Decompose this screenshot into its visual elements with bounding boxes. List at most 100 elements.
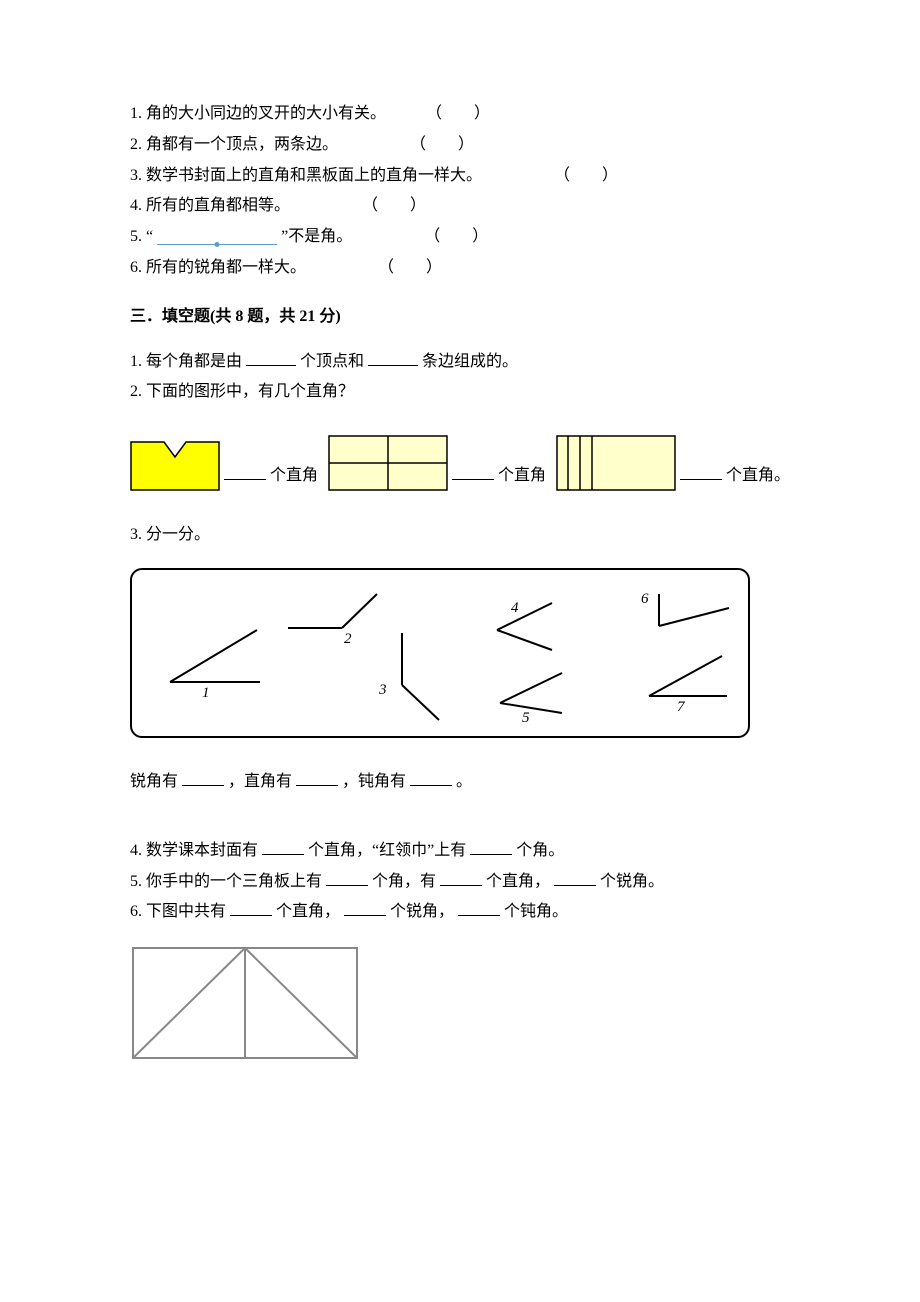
paren-blank[interactable]: （ ） [424, 223, 488, 252]
q-text: 个角，有 [372, 873, 436, 890]
paren-blank[interactable]: （ ） [554, 162, 618, 191]
shape-striped-rect-icon [556, 435, 676, 491]
angle-num: 7 [677, 694, 685, 721]
angle-1-icon: 1 [162, 620, 272, 690]
q-text: 锐角有 [130, 773, 178, 790]
q-text: 个直角，“红领巾”上有 [308, 842, 466, 859]
fib-q1: 1. 每个角都是由 个顶点和 条边组成的。 [130, 348, 790, 377]
q-num: 6. [130, 903, 142, 920]
angle-num: 1 [202, 680, 210, 707]
shape-3-block: 个直角。 [556, 435, 790, 491]
q-num: 1. [130, 353, 142, 370]
fill-blank[interactable] [344, 900, 386, 916]
fill-blank[interactable] [326, 870, 368, 886]
tf-q6: 6. 所有的锐角都一样大。 （ ） [130, 254, 790, 283]
fill-blank[interactable] [452, 464, 494, 480]
paren-blank[interactable]: （ ） [426, 100, 490, 129]
fill-blank[interactable] [224, 464, 266, 480]
q-text: 每个角都是由 [146, 353, 242, 370]
angle-collection-figure: 1 2 3 4 5 6 7 [130, 568, 750, 738]
fill-blank[interactable] [262, 839, 304, 855]
shapes-row: 个直角 个直角 个直角。 [130, 435, 790, 491]
angle-7-icon: 7 [637, 648, 737, 708]
shape-2-block: 个直角 [328, 435, 546, 491]
angle-4-icon: 4 [487, 595, 567, 655]
section-3-heading: 三．填空题(共 8 题，共 21 分) [130, 303, 790, 332]
angle-num: 5 [522, 705, 530, 732]
q-num: 4. [130, 197, 142, 214]
angle-3-icon: 3 [367, 625, 447, 725]
paren-blank[interactable]: （ ） [362, 192, 426, 221]
fill-blank[interactable] [440, 870, 482, 886]
q-text: ，直角有 [228, 773, 292, 790]
fill-blank[interactable] [296, 770, 338, 786]
q-num: 2. [130, 383, 142, 400]
fill-blank[interactable] [410, 770, 452, 786]
fill-blank[interactable] [554, 870, 596, 886]
q-text: 个顶点和 [300, 353, 364, 370]
angle-5-icon: 5 [462, 665, 572, 720]
label-text: 个直角。 [726, 467, 790, 484]
pad [310, 259, 374, 276]
q-text: 个直角， [276, 903, 340, 920]
fib-q3-answerline: 锐角有 ，直角有 ，钝角有 。 [130, 768, 790, 797]
shape-notched-rect-icon [130, 441, 220, 491]
tf-q1: 1. 角的大小同边的叉开的大小有关。 （ ） [130, 100, 790, 129]
tf-q4: 4. 所有的直角都相等。 （ ） [130, 192, 790, 221]
pad [390, 105, 422, 122]
shape-label: 个直角 [224, 462, 318, 491]
line-segment-icon [157, 244, 277, 245]
shape-label: 个直角 [452, 462, 546, 491]
q-text: 个角。 [516, 842, 564, 859]
angle-num: 4 [511, 595, 519, 622]
q-text: 个直角， [486, 873, 550, 890]
q-text: 。 [456, 773, 472, 790]
q-text: 个钝角。 [504, 903, 568, 920]
q-num: 3. [130, 526, 142, 543]
q-text: 下图中共有 [146, 903, 226, 920]
fib-q6: 6. 下图中共有 个直角， 个锐角， 个钝角。 [130, 898, 790, 927]
paren-blank[interactable]: （ ） [410, 131, 474, 160]
fill-blank[interactable] [458, 900, 500, 916]
q-text: 所有的直角都相等。 [146, 197, 290, 214]
q-num: 2. [130, 136, 142, 153]
label-text: 个直角 [270, 467, 318, 484]
q-text: 个锐角。 [600, 873, 664, 890]
q-num: 3. [130, 167, 142, 184]
angle-6-icon: 6 [637, 588, 737, 638]
q-num: 4. [130, 842, 142, 859]
q-text: 条边组成的。 [422, 353, 518, 370]
fib-q2: 2. 下面的图形中，有几个直角？ [130, 378, 790, 407]
q-text: 数学课本封面有 [146, 842, 258, 859]
angle-num: 6 [641, 586, 649, 613]
q-text: 你手中的一个三角板上有 [146, 873, 322, 890]
fill-blank[interactable] [246, 350, 296, 366]
fill-blank[interactable] [230, 900, 272, 916]
q-text: 数学书封面上的直角和黑板面上的直角一样大。 [146, 167, 482, 184]
tf-q2: 2. 角都有一个顶点，两条边。 （ ） [130, 131, 790, 160]
q-post: ”不是角。 [281, 228, 352, 245]
fill-blank[interactable] [470, 839, 512, 855]
q-num: 6. [130, 259, 142, 276]
fill-blank[interactable] [368, 350, 418, 366]
shape-grid-rect-icon [328, 435, 448, 491]
shape-1-block: 个直角 [130, 441, 318, 491]
shape-label: 个直角。 [680, 462, 790, 491]
q-text: ，钝角有 [342, 773, 406, 790]
tf-q3: 3. 数学书封面上的直角和黑板面上的直角一样大。 （ ） [130, 162, 790, 191]
q-num: 1. [130, 105, 142, 122]
fill-blank[interactable] [182, 770, 224, 786]
q-text: 个锐角， [390, 903, 454, 920]
fill-blank[interactable] [680, 464, 722, 480]
pad [486, 167, 550, 184]
q-text: 角的大小同边的叉开的大小有关。 [146, 105, 386, 122]
q6-figure [130, 945, 790, 1072]
q-num: 5. [130, 873, 142, 890]
q-text: 分一分。 [146, 526, 210, 543]
q-num: 5. [130, 228, 142, 245]
label-text: 个直角 [498, 467, 546, 484]
pad [342, 136, 406, 153]
q-text: 所有的锐角都一样大。 [146, 259, 306, 276]
q-text: 角都有一个顶点，两条边。 [146, 136, 338, 153]
paren-blank[interactable]: （ ） [378, 254, 442, 283]
